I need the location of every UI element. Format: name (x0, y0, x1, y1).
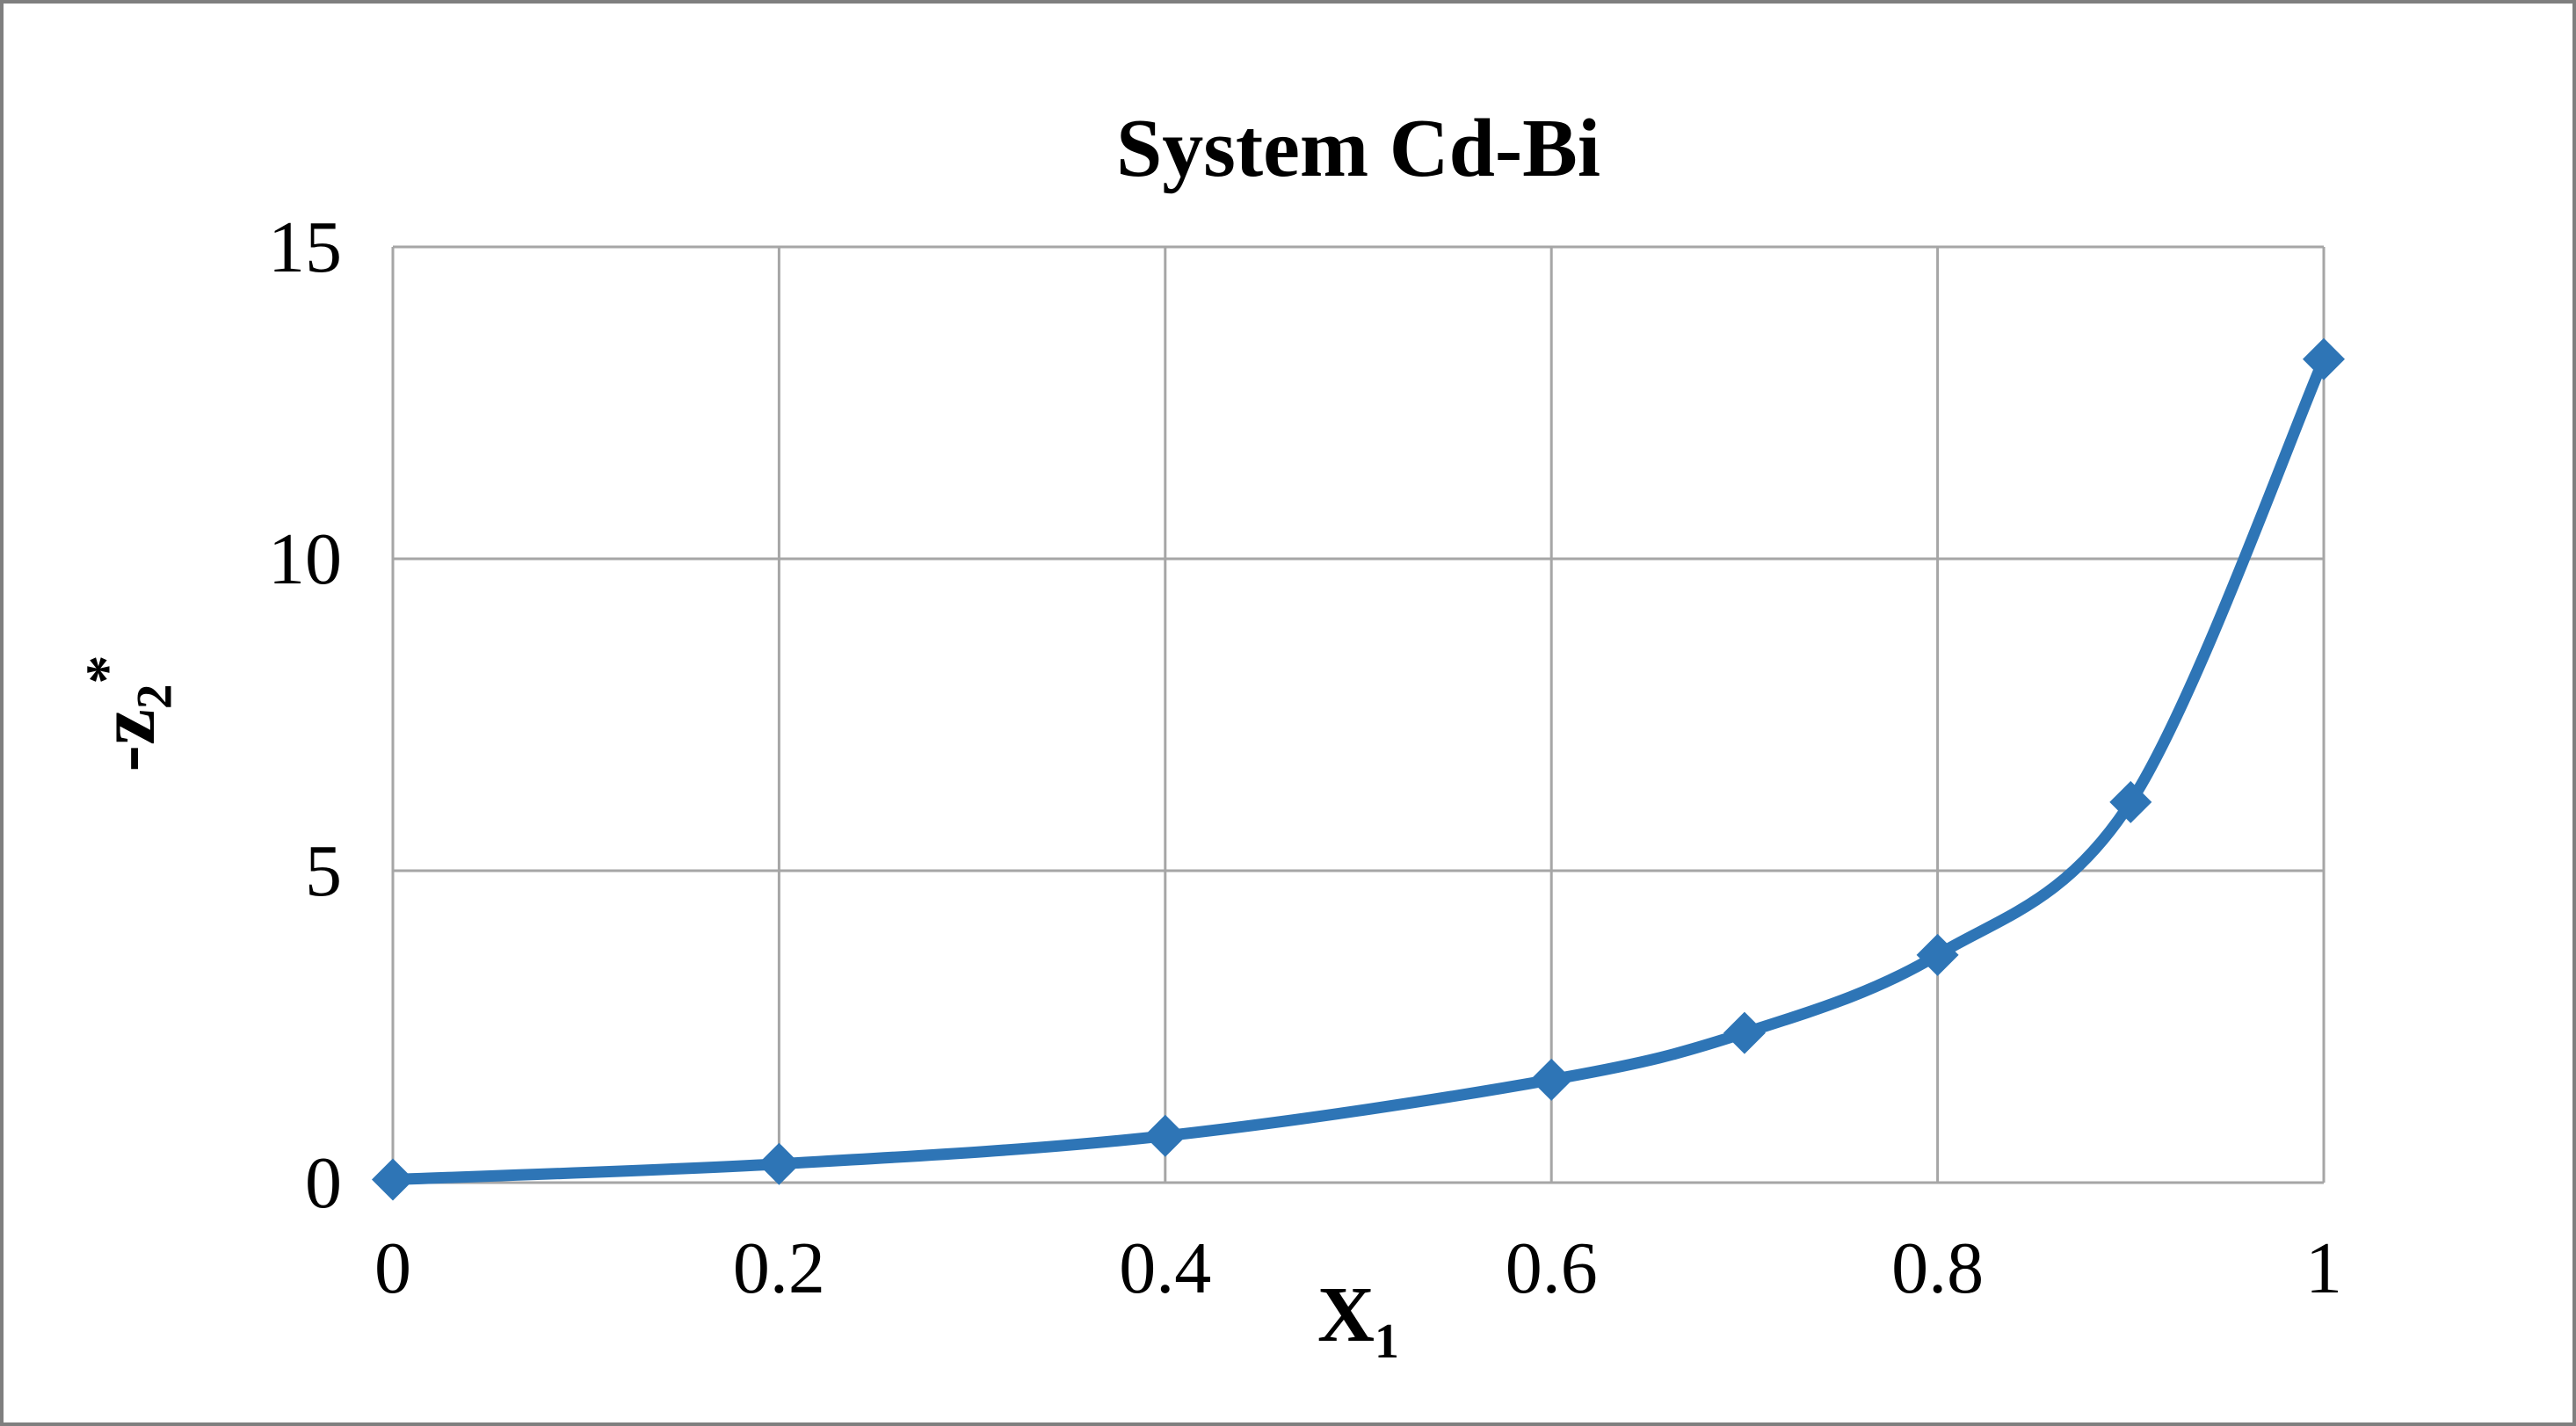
x-axis-label-subscript: 1 (1375, 1314, 1399, 1369)
data-point-marker (1530, 1058, 1573, 1101)
x-tick-label: 0.6 (1506, 1227, 1598, 1309)
x-axis-label: X1 (393, 1276, 2324, 1366)
data-point-marker (372, 1158, 414, 1201)
y-tick-label: 0 (305, 1142, 342, 1224)
x-tick-label: 0.2 (733, 1227, 825, 1309)
data-point-marker (2303, 337, 2345, 380)
x-tick-label: 0.4 (1119, 1227, 1211, 1309)
data-point-marker (2109, 780, 2152, 823)
data-line (387, 353, 2330, 1185)
data-point-marker (1723, 1011, 1766, 1054)
data-point-marker (1143, 1114, 1186, 1157)
x-tick-label: 0.8 (1891, 1227, 1984, 1309)
x-tick-label: 0 (374, 1227, 411, 1309)
data-point-marker (758, 1142, 801, 1185)
y-tick-label: 15 (268, 206, 342, 288)
plot-area: 0 5 10 15 0 0.2 0.4 0.6 0.8 1 (268, 206, 2345, 1309)
y-tick-label: 10 (268, 518, 342, 600)
x-tick-label: 1 (2305, 1227, 2342, 1309)
chart-title: System Cd-Bi (1116, 103, 1600, 194)
data-point-marker (1916, 933, 1959, 976)
x-axis-label-main: X (1317, 1271, 1375, 1358)
y-tick-label: 5 (305, 830, 342, 912)
